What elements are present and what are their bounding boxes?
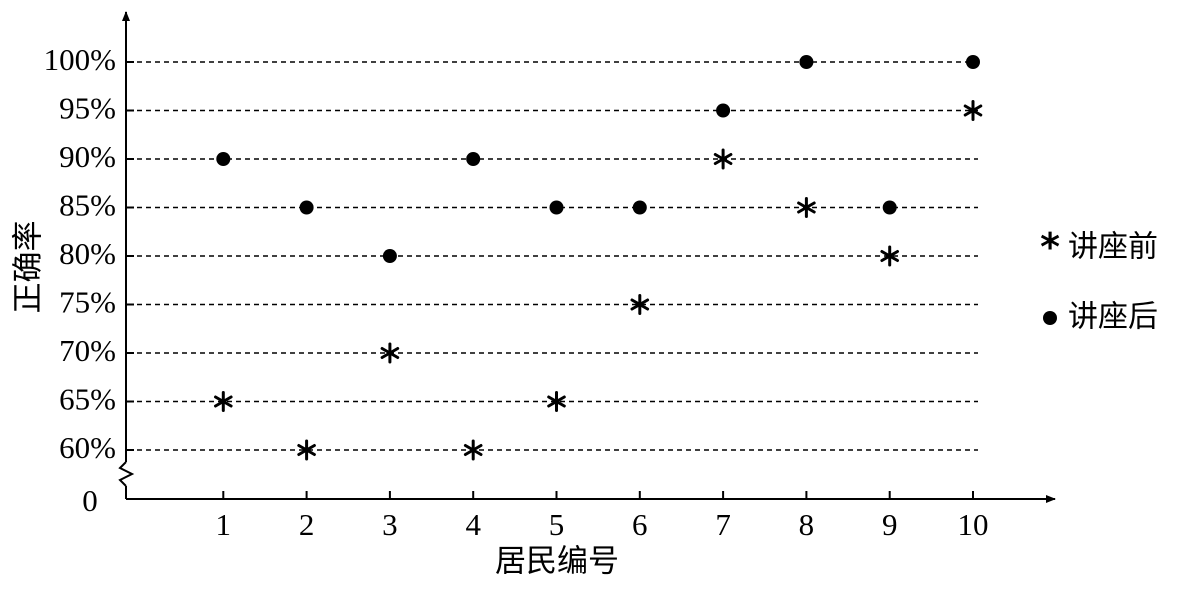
asterisk-icon: * [1040, 225, 1060, 269]
y-tick-label: 95% [59, 91, 116, 126]
point-before-3 [380, 342, 400, 364]
data-points [214, 55, 983, 461]
point-after-4 [466, 152, 481, 166]
x-tick-label: 10 [958, 507, 989, 542]
y-tick-label: 60% [59, 430, 116, 465]
point-after-6 [632, 200, 647, 215]
legend-item-before: * 讲座前 [1040, 225, 1158, 269]
x-tick-labels: 1 2 3 4 5 6 7 8 9 10 [216, 491, 989, 542]
point-after-8 [799, 55, 814, 69]
y-tick-label: 75% [59, 285, 116, 320]
legend-item-after: 讲座后 [1043, 300, 1158, 335]
y-tick-label: 85% [59, 188, 116, 223]
y-tick-label: 70% [59, 333, 116, 368]
point-after-5 [549, 200, 564, 215]
point-before-1 [214, 391, 233, 412]
y-tick-label: 100% [44, 42, 116, 77]
dot-icon [1043, 311, 1057, 325]
y-tick-labels: 60% 65% 70% 75% 80% 85% 90% 95% 100% [44, 42, 116, 465]
x-tick-label: 6 [632, 507, 648, 542]
legend-label-before: 讲座前 [1068, 230, 1158, 265]
y-tick-label: 80% [59, 236, 116, 271]
x-tick-label: 4 [465, 507, 481, 542]
point-after-7 [716, 103, 731, 118]
x-tick-label: 1 [216, 507, 232, 542]
x-axis-title: 居民编号 [495, 544, 619, 580]
x-tick-label: 9 [882, 507, 898, 542]
point-before-9 [880, 245, 899, 267]
y-tick-label: 90% [59, 139, 116, 174]
legend: * 讲座前 讲座后 [1040, 225, 1158, 335]
point-before-7 [713, 148, 733, 170]
point-before-6 [630, 294, 650, 315]
point-before-2 [297, 439, 316, 461]
origin-label: 0 [82, 483, 98, 518]
point-before-5 [547, 391, 566, 412]
x-tick-label: 2 [299, 507, 315, 542]
point-after-1 [216, 152, 231, 166]
gridlines [126, 61, 978, 451]
x-tick-label: 7 [715, 507, 731, 542]
y-axis-title: 正确率 [11, 221, 47, 314]
axis-break-icon [118, 461, 135, 487]
x-tick-label: 5 [549, 507, 565, 542]
point-after-3 [382, 249, 397, 263]
point-after-10 [966, 55, 980, 69]
x-tick-label: 3 [382, 507, 398, 542]
point-before-4 [463, 439, 483, 461]
legend-label-after: 讲座后 [1068, 300, 1158, 335]
point-after-9 [882, 200, 897, 215]
point-before-10 [963, 100, 983, 121]
point-after-2 [299, 200, 314, 215]
x-tick-label: 8 [799, 507, 815, 542]
y-tick-label: 65% [59, 382, 116, 417]
point-before-8 [797, 197, 816, 218]
